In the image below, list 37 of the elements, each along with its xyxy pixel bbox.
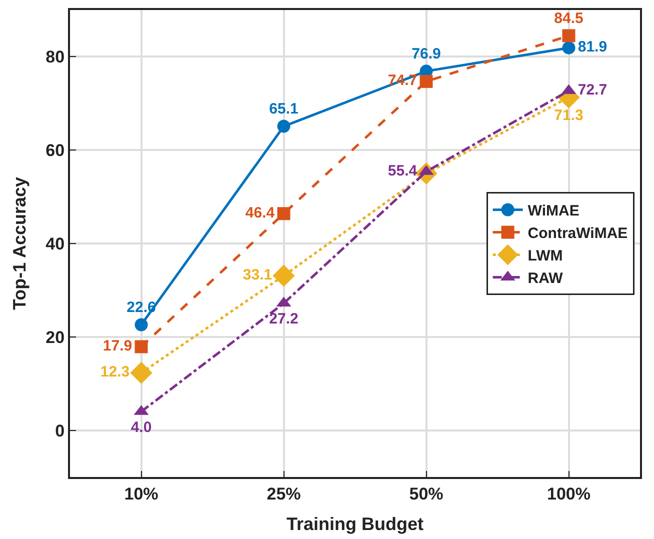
point (277, 207, 290, 220)
y-axis-title: Top-1 Accuracy (9, 176, 30, 310)
x-tick-label: 50% (409, 484, 444, 504)
y-tick-label: 20 (46, 328, 65, 347)
x-axis-title: Training Budget (286, 514, 424, 534)
point (134, 318, 148, 332)
x-tick-label: 10% (124, 484, 158, 504)
y-tick-label: 80 (46, 48, 65, 67)
point (562, 29, 576, 42)
x-tick-label: 100% (547, 484, 590, 504)
data-label: 81.9 (578, 38, 608, 56)
data-label: 33.1 (242, 266, 272, 284)
data-label: 76.9 (412, 45, 441, 62)
y-tick-label: 40 (46, 234, 65, 254)
point (134, 340, 148, 354)
legend-label: WiMAE (528, 202, 580, 220)
point (130, 362, 152, 384)
data-label: 17.9 (102, 337, 132, 354)
legend-label: ContraWiMAE (528, 225, 628, 242)
data-label: 71.3 (554, 107, 584, 124)
legend-label: LWM (528, 248, 563, 265)
point (562, 41, 576, 54)
y-tick-label: 0 (55, 421, 65, 440)
data-label: 72.7 (578, 82, 608, 99)
x-tick-label: 25% (266, 484, 301, 504)
data-label: 27.2 (269, 310, 298, 328)
data-label: 55.4 (388, 162, 418, 180)
data-label: 4.0 (130, 418, 152, 436)
point (420, 74, 433, 88)
data-label: 12.3 (100, 364, 130, 381)
point (272, 264, 295, 287)
y-tick-label: 60 (46, 141, 65, 160)
data-label: 65.1 (269, 100, 298, 118)
legend-label: RAW (528, 270, 564, 288)
point (277, 120, 290, 133)
data-label: 46.4 (245, 204, 276, 222)
data-label: 84.5 (554, 10, 584, 27)
